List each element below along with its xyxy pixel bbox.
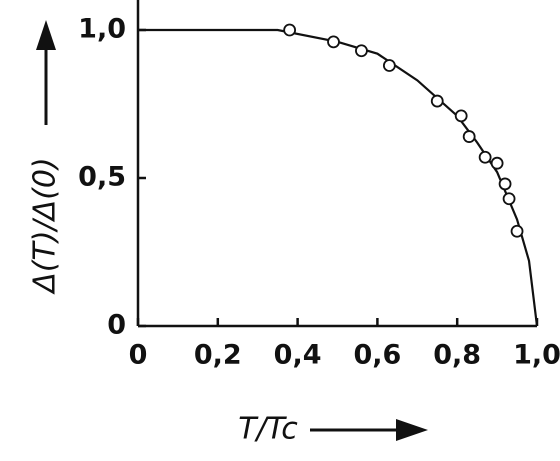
data-point bbox=[510, 224, 524, 238]
data-point bbox=[490, 156, 504, 170]
y-tick-label: 0,5 bbox=[78, 162, 126, 193]
data-point bbox=[382, 59, 396, 72]
data-point bbox=[355, 44, 368, 58]
y-arrow-head bbox=[36, 20, 56, 50]
y-axis-label: Δ(T)/Δ(0) bbox=[28, 157, 63, 294]
x-tick-label: 0,8 bbox=[433, 340, 481, 371]
x-tick-label: 0,6 bbox=[353, 340, 401, 371]
data-point bbox=[498, 177, 512, 191]
data-point bbox=[462, 130, 476, 143]
x-tick-label: 1,0 bbox=[513, 340, 560, 371]
curve bbox=[138, 28, 539, 327]
x-tick-label: 0 bbox=[129, 340, 148, 371]
data-point bbox=[454, 109, 468, 123]
data-point bbox=[502, 192, 516, 206]
data-point bbox=[430, 94, 444, 108]
x-arrow-head bbox=[396, 419, 428, 441]
x-axis-label: T/Tc bbox=[238, 412, 298, 447]
data-point bbox=[478, 150, 492, 164]
data-point bbox=[283, 23, 297, 37]
y-tick-label: 1,0 bbox=[78, 14, 126, 45]
y-tick-label: 0 bbox=[107, 310, 126, 341]
x-tick-label: 0,2 bbox=[194, 340, 242, 371]
data-point bbox=[327, 35, 340, 49]
x-tick-label: 0,4 bbox=[274, 340, 322, 371]
